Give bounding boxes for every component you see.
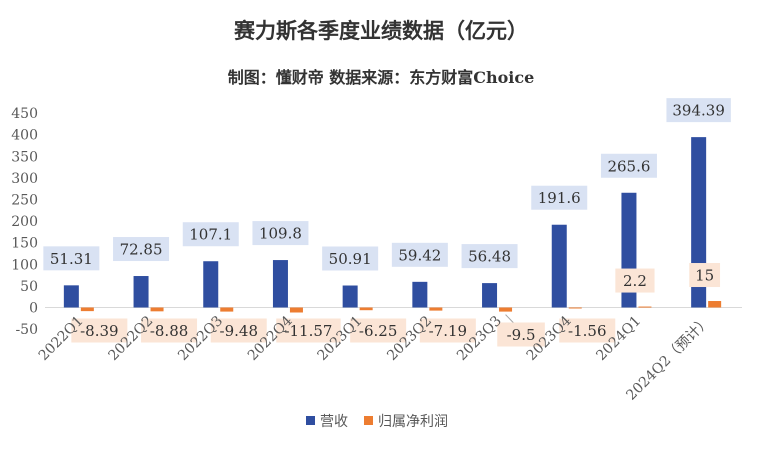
data-label-profit: -9.5 — [507, 326, 536, 344]
data-label-revenue-bg — [113, 237, 170, 262]
data-label-profit-bg — [615, 268, 655, 293]
bar-profit — [289, 307, 303, 313]
chart-subtitle: 制图：懂财帝 数据来源：东方财富Choice — [228, 68, 535, 87]
legend-label-profit: 归属净利润 — [378, 413, 448, 430]
data-label-revenue: 59.42 — [398, 246, 441, 264]
bar-profit — [80, 307, 94, 312]
data-label-profit-bg — [689, 263, 721, 288]
bar-profit — [499, 307, 513, 312]
data-label-profit-bg — [210, 318, 267, 343]
bar-revenue — [63, 285, 79, 308]
data-label-profit: 2.2 — [623, 272, 647, 290]
bar-revenue — [412, 281, 428, 308]
data-label-profit-bg — [419, 318, 476, 343]
data-label-profit: -1.56 — [568, 322, 606, 340]
data-label-profit: -7.19 — [429, 322, 467, 340]
bar-revenue — [551, 224, 567, 308]
bar-revenue — [272, 260, 288, 308]
bar-profit — [638, 306, 652, 308]
legend-swatch-revenue — [306, 416, 315, 425]
data-label-profit-bg — [559, 318, 616, 343]
legend-swatch-profit — [364, 416, 373, 425]
data-label-revenue-bg — [531, 185, 588, 210]
data-label-revenue: 50.91 — [329, 250, 372, 268]
bar-revenue — [133, 276, 149, 308]
data-label-revenue-bg — [666, 98, 731, 123]
data-label-profit: -11.57 — [284, 322, 332, 340]
y-tick-label: 200 — [11, 214, 38, 230]
data-label-revenue-bg — [322, 246, 379, 271]
data-label-profit-bg — [497, 322, 545, 347]
y-tick-label: -50 — [15, 322, 38, 338]
y-tick-label: 250 — [11, 193, 38, 209]
data-label-revenue-bg — [43, 246, 100, 271]
data-label-revenue-bg — [600, 153, 657, 178]
bar-revenue — [482, 283, 498, 308]
data-label-profit-bg — [71, 318, 128, 343]
bar-profit — [220, 307, 234, 312]
data-label-profit-bg — [276, 318, 341, 343]
bar-profit — [359, 307, 373, 311]
bar-profit — [150, 307, 164, 312]
y-tick-label: 100 — [11, 257, 38, 273]
data-label-revenue: 107.1 — [189, 226, 232, 244]
data-label-profit-bg — [141, 318, 198, 343]
y-tick-label: 450 — [11, 106, 38, 122]
data-label-profit: -6.25 — [359, 322, 397, 340]
data-label-revenue-bg — [252, 221, 309, 246]
y-tick-label: 150 — [11, 236, 38, 252]
legend: 营收 归属净利润 — [306, 413, 448, 430]
y-tick-label: 50 — [20, 279, 38, 295]
bar-revenue — [342, 285, 358, 308]
data-label-revenue: 56.48 — [468, 248, 511, 266]
bar-profit — [429, 307, 443, 311]
data-label-revenue: 51.31 — [50, 250, 93, 268]
y-tick-label: 0 — [29, 301, 38, 317]
bar-profit — [568, 307, 582, 309]
data-label-revenue: 72.85 — [120, 241, 163, 259]
bar-profit — [708, 301, 722, 308]
data-label-profit-bg — [350, 318, 407, 343]
bar-revenue — [203, 261, 219, 308]
data-label-profit: -9.48 — [220, 322, 258, 340]
data-label-revenue: 109.8 — [259, 225, 302, 243]
data-label-profit: 15 — [695, 267, 714, 285]
y-axis: -50 0 50 100 150 200 250 300 350 400 450 — [11, 106, 742, 338]
legend-label-revenue: 营收 — [320, 414, 348, 430]
y-tick-label: 300 — [11, 171, 38, 187]
data-label-profit: -8.88 — [150, 322, 188, 340]
data-label-revenue: 394.39 — [672, 102, 725, 120]
data-label-revenue: 265.6 — [607, 157, 650, 175]
y-tick-label: 350 — [11, 149, 38, 165]
data-label-revenue-bg — [182, 222, 239, 247]
y-tick-label: 400 — [11, 128, 38, 144]
chart-title: 赛力斯各季度业绩数据（亿元） — [233, 18, 528, 43]
data-label-revenue-bg — [391, 242, 448, 267]
data-label-profit: -8.39 — [80, 322, 118, 340]
data-label-revenue: 191.6 — [538, 189, 581, 207]
data-labels-group: 51.31 -8.39 72.85 -8.88 107.1 -9.48 109.8 -11.5… — [43, 98, 731, 347]
data-label-revenue-bg — [461, 244, 518, 269]
